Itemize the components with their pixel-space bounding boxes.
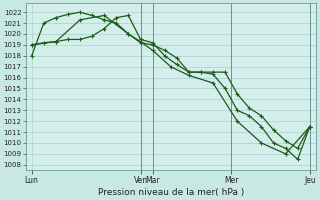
X-axis label: Pression niveau de la mer( hPa ): Pression niveau de la mer( hPa ): [98, 188, 244, 197]
